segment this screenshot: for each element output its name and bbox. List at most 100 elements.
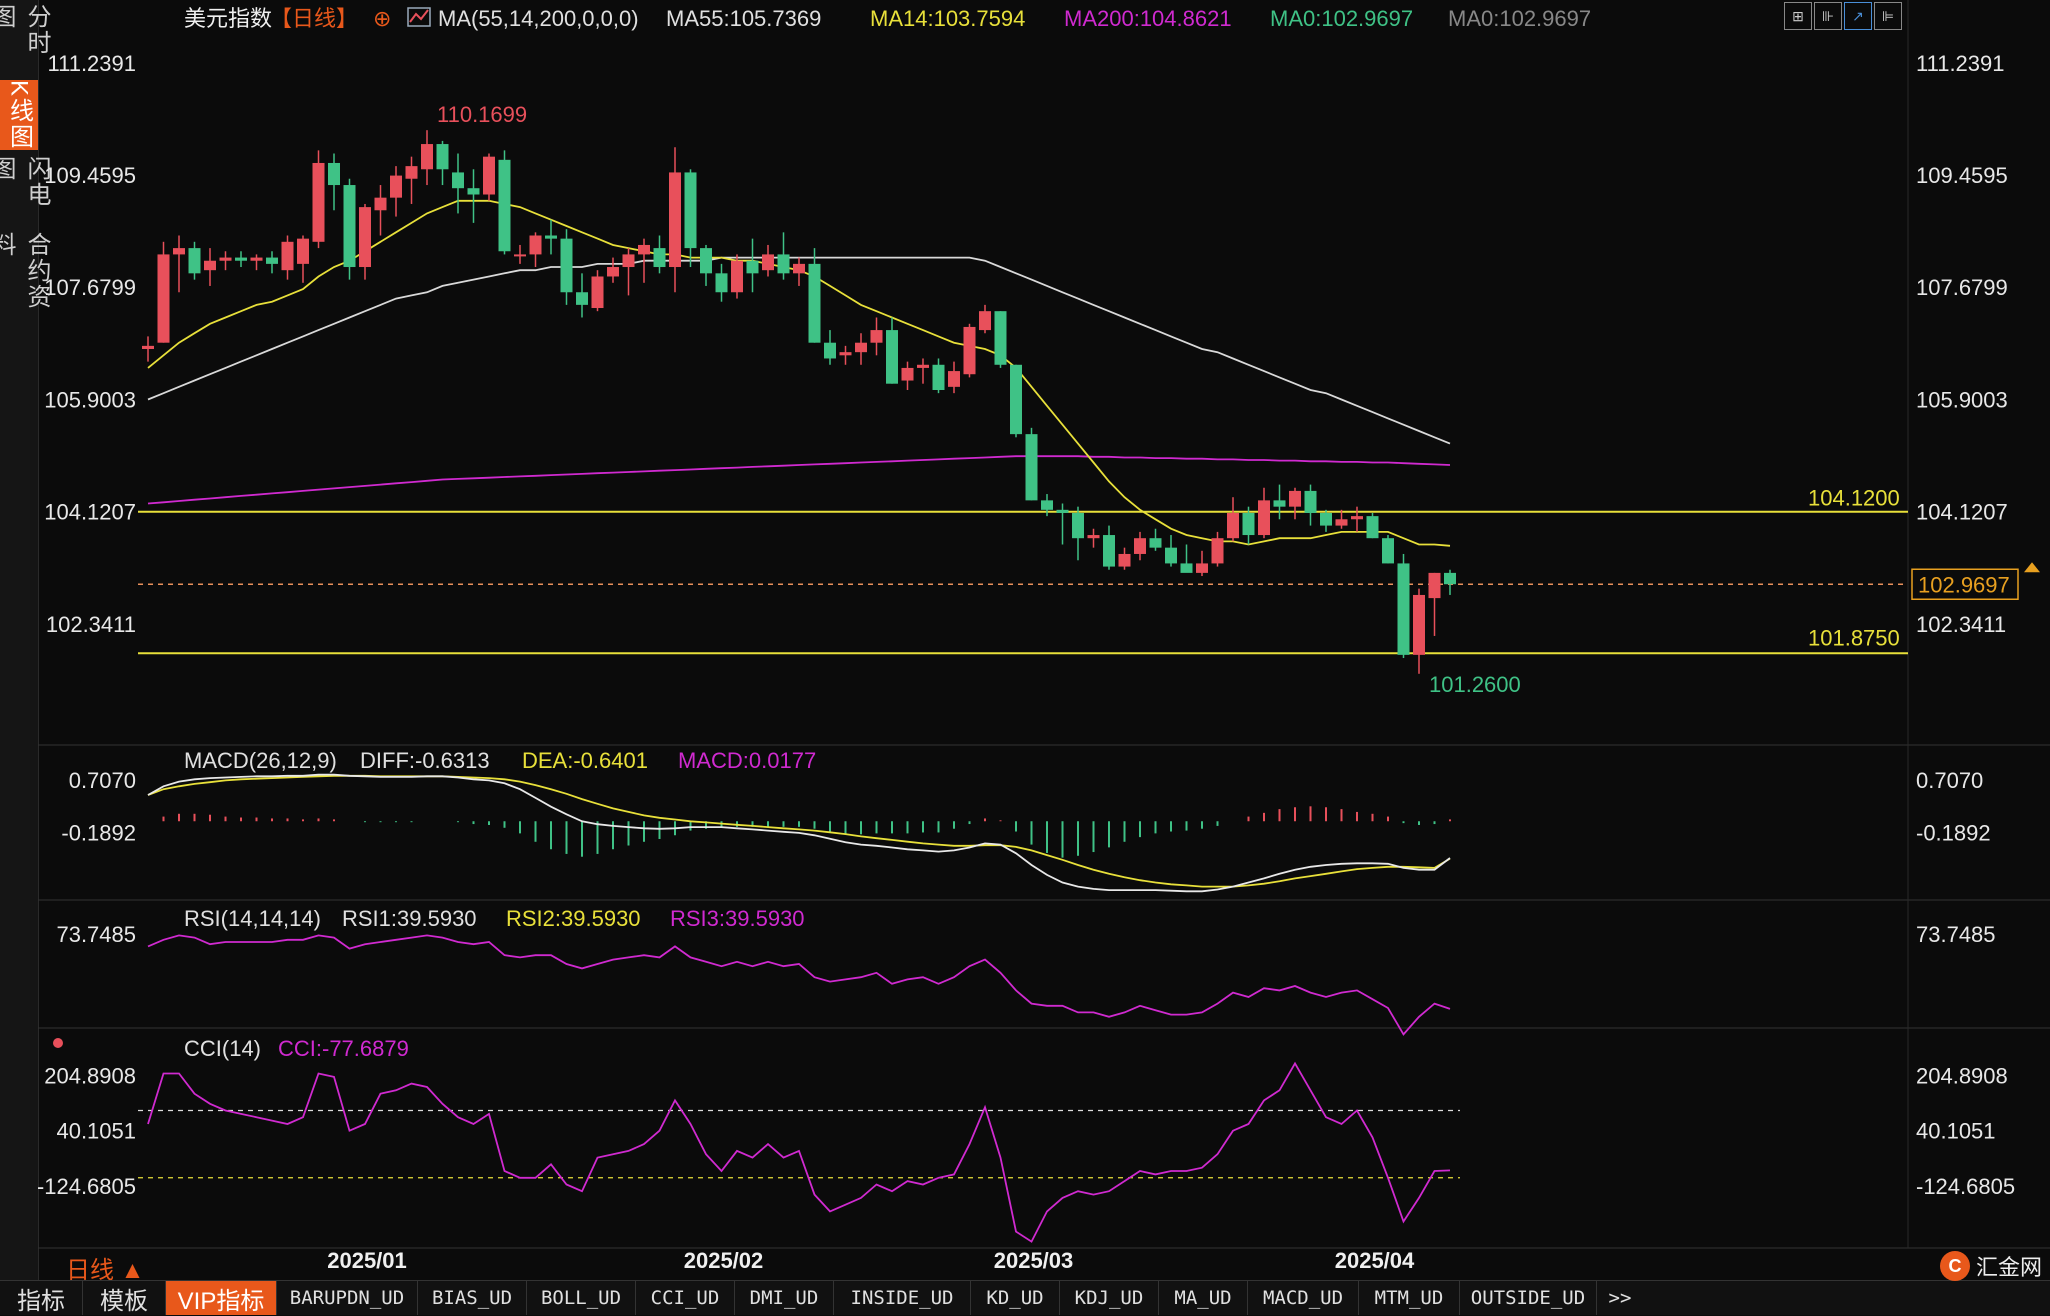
template-menu[interactable]: 模板 bbox=[83, 1281, 166, 1315]
sun-icon[interactable] bbox=[53, 1038, 63, 1048]
candle[interactable] bbox=[1351, 516, 1363, 520]
candle[interactable] bbox=[948, 371, 960, 387]
candle[interactable] bbox=[1397, 563, 1410, 655]
candle[interactable] bbox=[1041, 500, 1053, 510]
candle[interactable] bbox=[1211, 538, 1224, 564]
candle[interactable] bbox=[1413, 594, 1425, 655]
grid-layout-icon[interactable]: ⊞ bbox=[1784, 2, 1812, 30]
candle[interactable] bbox=[1366, 516, 1379, 539]
candle[interactable] bbox=[266, 257, 278, 264]
indicator-kd[interactable]: KD_UD bbox=[971, 1281, 1060, 1315]
indicator-macd[interactable]: MACD_UD bbox=[1248, 1281, 1359, 1315]
candle[interactable] bbox=[1382, 538, 1394, 564]
candle[interactable] bbox=[204, 260, 216, 271]
candle[interactable] bbox=[653, 248, 666, 268]
candle[interactable] bbox=[1320, 512, 1332, 526]
candle[interactable] bbox=[994, 311, 1007, 365]
candle[interactable] bbox=[1010, 364, 1022, 435]
candle[interactable] bbox=[1428, 572, 1441, 599]
candle[interactable] bbox=[235, 257, 247, 261]
candle[interactable] bbox=[312, 162, 325, 242]
candle[interactable] bbox=[1149, 538, 1162, 548]
candle[interactable] bbox=[1258, 500, 1270, 536]
chart-area[interactable]: 104.1200 101.8750 102.9697 111.2391 111.239… bbox=[37, 0, 2050, 1280]
candle[interactable] bbox=[545, 235, 557, 239]
bar-tool-icon[interactable]: ⊪ bbox=[1814, 2, 1842, 30]
chart-settings-icon[interactable] bbox=[407, 7, 431, 27]
candle[interactable] bbox=[1056, 509, 1069, 513]
tab-kline-chart[interactable]: K线图 bbox=[0, 80, 38, 150]
candle[interactable] bbox=[405, 166, 418, 179]
candle[interactable] bbox=[917, 364, 929, 368]
candle[interactable] bbox=[870, 330, 883, 343]
candle[interactable] bbox=[963, 326, 976, 375]
indicator-dmi[interactable]: DMI_UD bbox=[735, 1281, 834, 1315]
candle[interactable] bbox=[638, 244, 650, 255]
candle[interactable] bbox=[762, 254, 774, 271]
candle[interactable] bbox=[1025, 434, 1038, 501]
candle[interactable] bbox=[142, 345, 154, 350]
indicator-inside[interactable]: INSIDE_UD bbox=[834, 1281, 971, 1315]
indicator-outside[interactable]: OUTSIDE_UD bbox=[1460, 1281, 1597, 1315]
candle[interactable] bbox=[560, 238, 573, 293]
indicator-cci[interactable]: CCI_UD bbox=[636, 1281, 735, 1315]
candle[interactable] bbox=[514, 254, 526, 257]
candle[interactable] bbox=[467, 188, 480, 195]
candle[interactable] bbox=[979, 311, 991, 331]
draw-tool-icon[interactable]: ↗ bbox=[1844, 2, 1872, 30]
candle[interactable] bbox=[746, 260, 759, 274]
indicator-tool-icon[interactable]: ⊫ bbox=[1874, 2, 1902, 30]
indicator-mtm[interactable]: MTM_UD bbox=[1359, 1281, 1460, 1315]
tab-time-chart[interactable]: 分时图 bbox=[0, 4, 50, 56]
vip-indicator-button[interactable]: VIP指标 bbox=[166, 1281, 277, 1315]
candle[interactable] bbox=[622, 254, 635, 268]
candle[interactable] bbox=[700, 248, 712, 274]
candle[interactable] bbox=[281, 241, 294, 271]
candle[interactable] bbox=[390, 175, 402, 198]
candle[interactable] bbox=[1273, 500, 1286, 507]
indicator-menu[interactable]: 指标 bbox=[0, 1281, 83, 1315]
candle[interactable] bbox=[421, 144, 433, 170]
candle[interactable] bbox=[436, 144, 449, 170]
candle[interactable] bbox=[932, 364, 945, 390]
candle[interactable] bbox=[1118, 553, 1131, 567]
candle[interactable] bbox=[483, 156, 495, 195]
candle[interactable] bbox=[219, 257, 232, 261]
candle[interactable] bbox=[1180, 563, 1193, 573]
kline-chart[interactable]: 104.1200 101.8750 102.9697 111.2391 111.239… bbox=[37, 0, 2050, 1280]
candle[interactable] bbox=[1289, 490, 1301, 507]
candle[interactable] bbox=[607, 267, 619, 277]
candle[interactable] bbox=[498, 159, 511, 252]
candle[interactable] bbox=[901, 367, 914, 381]
candle[interactable] bbox=[173, 248, 185, 255]
candle[interactable] bbox=[328, 162, 340, 186]
candle[interactable] bbox=[715, 273, 728, 293]
candle[interactable] bbox=[1134, 538, 1146, 554]
candle[interactable] bbox=[297, 238, 309, 264]
indicator-bias[interactable]: BIAS_UD bbox=[418, 1281, 527, 1315]
tab-contract-info[interactable]: 合约资料 bbox=[0, 232, 50, 310]
crosshair-icon[interactable]: ⊕ bbox=[373, 6, 391, 31]
indicator-ma[interactable]: MA_UD bbox=[1159, 1281, 1248, 1315]
candle[interactable] bbox=[1165, 547, 1177, 564]
candle[interactable] bbox=[1227, 512, 1239, 539]
candle[interactable] bbox=[855, 342, 867, 353]
candle[interactable] bbox=[1072, 512, 1084, 539]
candle[interactable] bbox=[669, 172, 681, 268]
candle[interactable] bbox=[1335, 519, 1348, 526]
candle[interactable] bbox=[1242, 512, 1255, 536]
candle[interactable] bbox=[374, 197, 387, 211]
candle[interactable] bbox=[157, 254, 170, 343]
indicator-barupdn[interactable]: BARUPDN_UD bbox=[277, 1281, 418, 1315]
candle[interactable] bbox=[808, 263, 821, 343]
candle[interactable] bbox=[529, 235, 542, 255]
indicator-boll[interactable]: BOLL_UD bbox=[527, 1281, 636, 1315]
candle[interactable] bbox=[188, 248, 201, 274]
period-selector[interactable]: 日线 ▲ bbox=[66, 1257, 145, 1284]
candle[interactable] bbox=[576, 292, 588, 305]
candle[interactable] bbox=[731, 260, 743, 293]
candle[interactable] bbox=[1196, 563, 1208, 573]
candle[interactable] bbox=[250, 257, 263, 261]
candle[interactable] bbox=[824, 342, 836, 359]
candle[interactable] bbox=[1444, 572, 1456, 585]
